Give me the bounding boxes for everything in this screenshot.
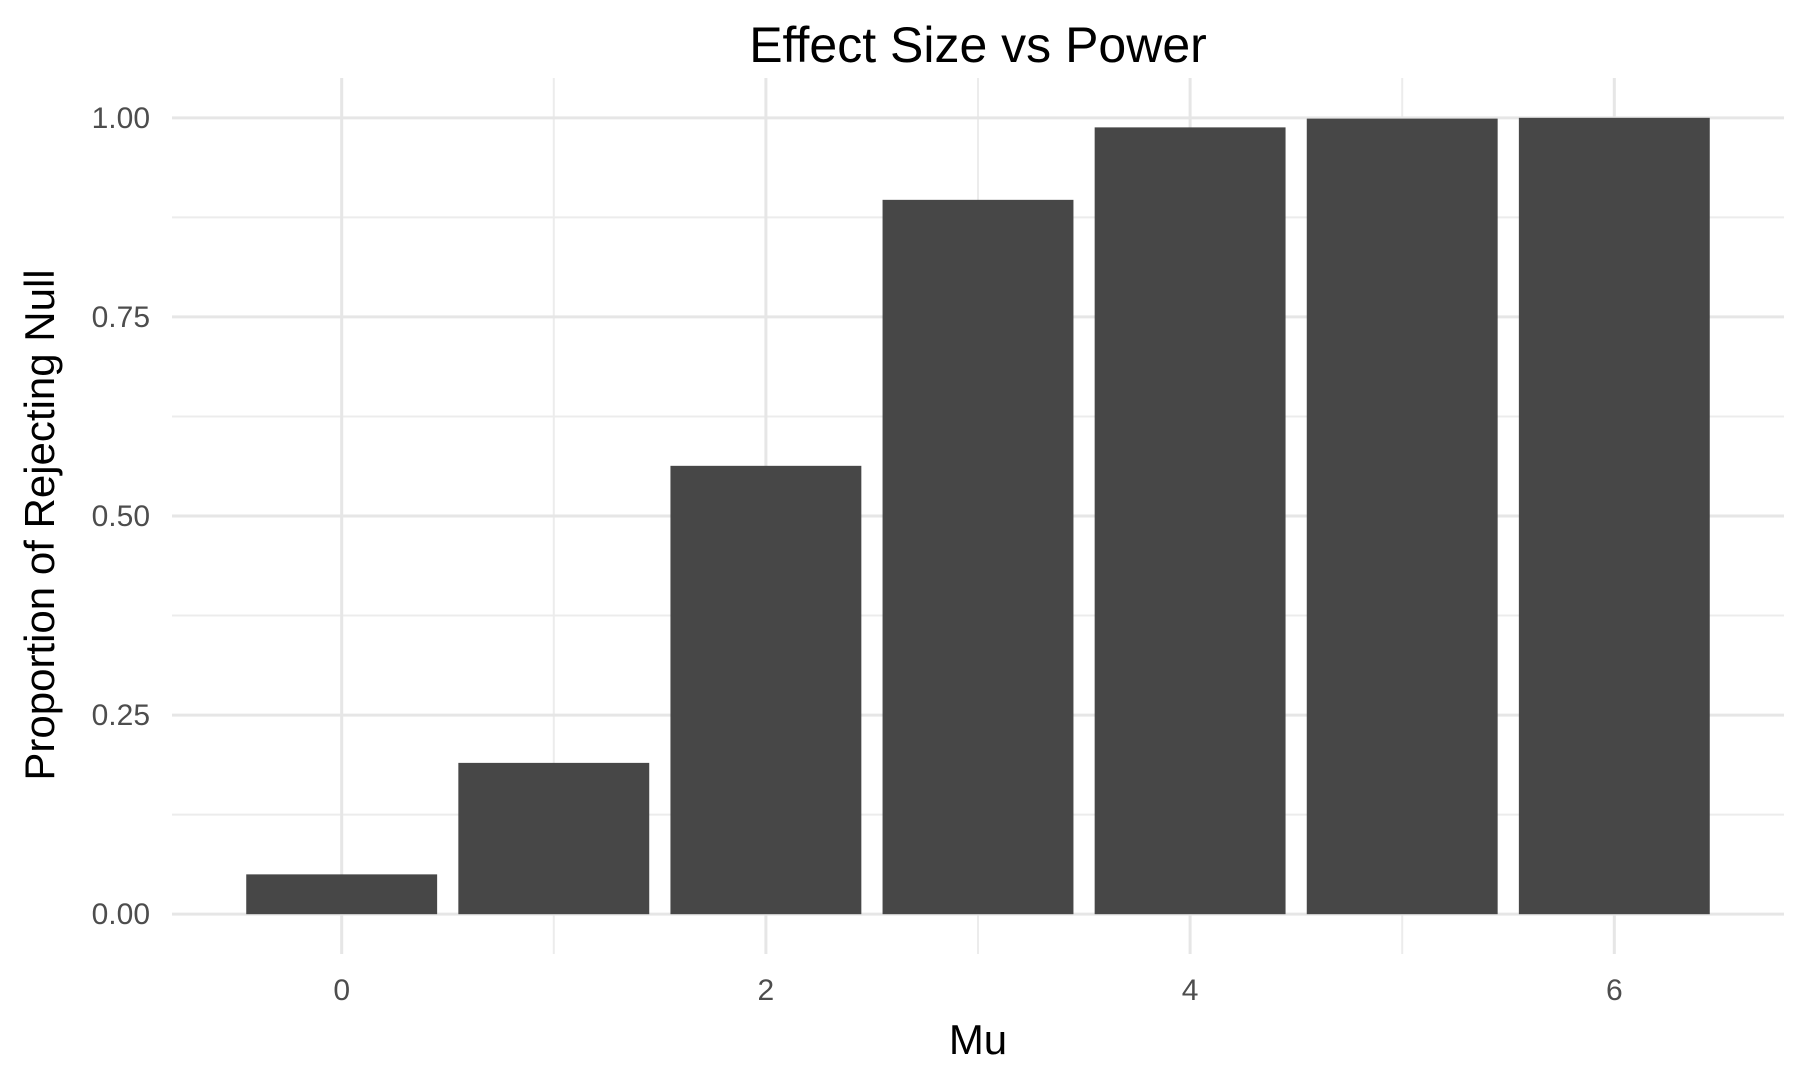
x-tick-label: 6 [1606,974,1623,1007]
bar-mu-1 [458,762,650,915]
y-tick-label: 0.50 [92,500,150,533]
bars [246,117,1710,915]
bar-mu-4 [1094,127,1286,915]
bar-mu-0 [246,874,438,915]
bar-mu-5 [1306,118,1498,915]
bar-mu-2 [670,465,862,915]
y-tick-label: 0.75 [92,301,150,334]
y-tick-label: 0.00 [92,898,150,931]
y-tick-label: 1.00 [92,102,150,135]
y-tick-label: 0.25 [92,699,150,732]
bar-mu-3 [882,199,1074,915]
chart-title: Effect Size vs Power [749,17,1207,73]
x-tick-label: 0 [333,974,350,1007]
y-axis-title: Proportion of Rejecting Null [16,269,63,780]
tick-labels: 0.00 0.25 0.50 0.75 1.00 0 2 4 6 [92,102,1623,1007]
x-axis-title: Mu [949,1016,1007,1063]
bar-mu-6 [1518,117,1710,915]
x-tick-label: 4 [1182,974,1199,1007]
x-tick-label: 2 [758,974,775,1007]
